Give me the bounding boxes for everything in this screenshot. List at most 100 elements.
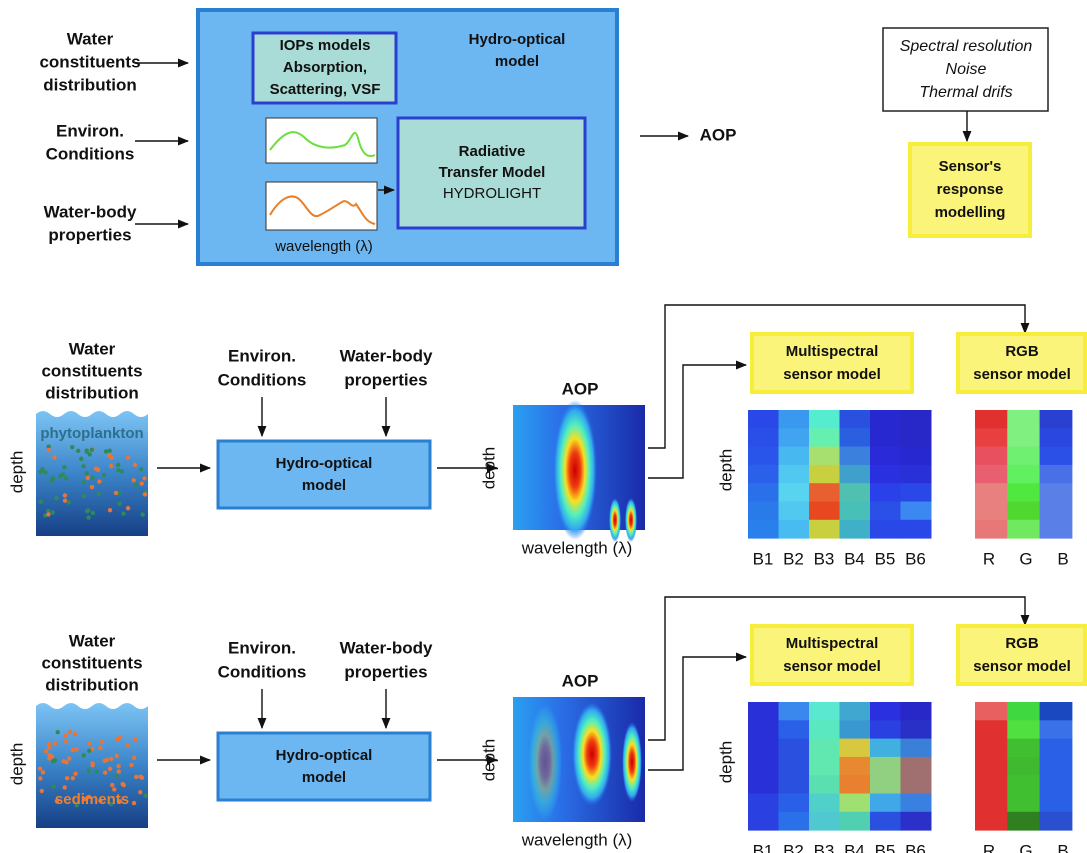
particle xyxy=(62,465,66,469)
band-label: B3 xyxy=(814,549,835,568)
diagram: WaterconstituentsdistributionEnviron.Con… xyxy=(0,0,1087,853)
distribution-label: constituents xyxy=(41,361,142,380)
ms-cell xyxy=(870,739,901,758)
ms-cell xyxy=(901,520,932,539)
particle xyxy=(46,512,50,516)
particle xyxy=(116,764,120,768)
ms-cell xyxy=(901,720,932,739)
ms-cell xyxy=(779,465,810,484)
ms-cell xyxy=(870,465,901,484)
ms-cell xyxy=(748,702,779,721)
particle xyxy=(79,457,83,461)
particle xyxy=(143,793,147,797)
particle xyxy=(88,452,92,456)
aop-blob xyxy=(553,400,597,540)
ms-cell xyxy=(779,812,810,831)
ms-cell xyxy=(870,702,901,721)
particle xyxy=(82,753,86,757)
rgb-cell xyxy=(975,410,1008,429)
rgb-cell xyxy=(1040,812,1073,831)
rgb-cell xyxy=(1007,520,1040,539)
ms-cell xyxy=(779,520,810,539)
rgb-label: RGB xyxy=(1005,343,1039,360)
rgb-cell xyxy=(1007,739,1040,758)
aop-blob xyxy=(572,702,612,806)
iop-label: Scattering, VSF xyxy=(270,81,381,98)
particle xyxy=(51,510,55,514)
aop-blob xyxy=(625,498,637,542)
rgb-cell xyxy=(1007,483,1040,502)
particle xyxy=(84,448,88,452)
multispectral-label: Multispectral xyxy=(786,343,879,360)
particle xyxy=(87,742,91,746)
rgb-cell xyxy=(1007,410,1040,429)
ms-cell xyxy=(809,410,840,429)
rgb-cell xyxy=(1040,775,1073,794)
rgb-cell xyxy=(1007,812,1040,831)
axis-label: wavelength (λ) xyxy=(521,830,633,849)
particle xyxy=(117,769,121,773)
particle xyxy=(70,445,74,449)
sensor-box-label: modelling xyxy=(935,204,1006,221)
water-body-label: properties xyxy=(344,662,427,681)
rgb-cell xyxy=(975,483,1008,502)
particle xyxy=(50,754,54,758)
particle xyxy=(108,508,112,512)
multispectral-label: sensor model xyxy=(783,366,881,383)
water-body-label: Water-body xyxy=(340,346,433,365)
particle xyxy=(86,476,90,480)
particle xyxy=(53,741,57,745)
ms-cell xyxy=(840,720,871,739)
sensor-spec: Thermal drifs xyxy=(919,84,1012,101)
particle xyxy=(49,479,53,483)
constituent-label: phytoplankton xyxy=(40,425,143,442)
ms-cell xyxy=(779,447,810,466)
rgb-cell xyxy=(975,757,1008,776)
rgb-cell xyxy=(1007,794,1040,813)
hydro-label: model xyxy=(302,769,346,786)
spectrum-box xyxy=(266,118,377,163)
particle xyxy=(117,501,121,505)
particle xyxy=(82,480,86,484)
ms-cell xyxy=(809,502,840,521)
particle xyxy=(40,789,44,793)
particle xyxy=(90,763,94,767)
ms-cell xyxy=(901,739,932,758)
output-label: AOP xyxy=(700,125,737,144)
aop-title: AOP xyxy=(562,671,599,690)
particle xyxy=(121,511,125,515)
sensor-box-label: Sensor's xyxy=(939,158,1002,175)
rgb-band-label: G xyxy=(1019,841,1032,853)
hydro-label: Hydro-optical xyxy=(276,455,373,472)
particle xyxy=(133,738,137,742)
particle xyxy=(71,776,75,780)
band-label: B4 xyxy=(844,841,865,853)
input-label: Environ. xyxy=(56,121,124,140)
ms-cell xyxy=(748,502,779,521)
input-label: properties xyxy=(48,225,131,244)
input-label: distribution xyxy=(43,75,136,94)
rgb-cell xyxy=(1040,410,1073,429)
rgb-band-label: R xyxy=(983,841,995,853)
particle xyxy=(87,769,91,773)
particle xyxy=(115,754,119,758)
ms-cell xyxy=(870,794,901,813)
ms-cell xyxy=(779,410,810,429)
ms-cell xyxy=(870,410,901,429)
particle xyxy=(103,770,107,774)
ms-cell xyxy=(748,794,779,813)
particle xyxy=(134,482,138,486)
ms-cell xyxy=(748,410,779,429)
rgb-cell xyxy=(1040,465,1073,484)
particle xyxy=(43,470,47,474)
ms-cell xyxy=(779,428,810,447)
sensor-spec: Spectral resolution xyxy=(900,38,1033,55)
ms-cell xyxy=(870,775,901,794)
particle xyxy=(129,763,133,767)
ms-cell xyxy=(748,428,779,447)
particle xyxy=(73,772,77,776)
ms-cell xyxy=(901,483,932,502)
ms-cell xyxy=(779,757,810,776)
ms-cell xyxy=(901,428,932,447)
ms-cell xyxy=(840,483,871,502)
